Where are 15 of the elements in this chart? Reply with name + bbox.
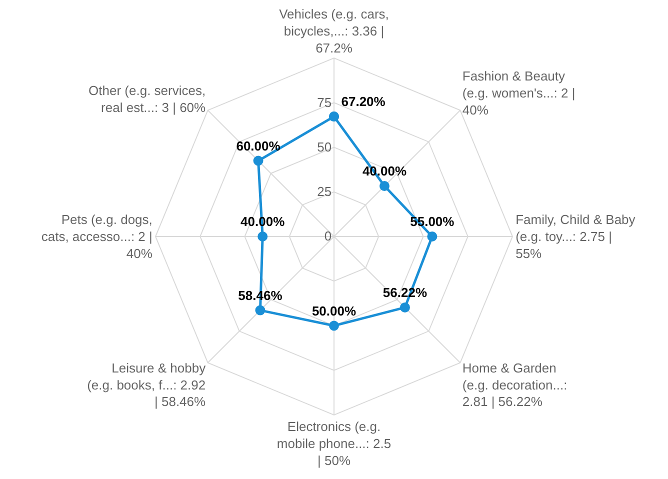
- spoke-label: Pets (e.g. dogs, cats, accesso...: 2 | 40%: [41, 212, 153, 261]
- spoke-label: Fashion & Beauty (e.g. women's...: 2 | 40%: [462, 68, 576, 118]
- y-tick-label: 25: [317, 184, 332, 200]
- y-tick-label: 50: [317, 139, 332, 154]
- data-label: 60.00%: [236, 138, 281, 154]
- data-label: 67.20%: [341, 94, 386, 110]
- y-tick-label: 75: [317, 94, 332, 110]
- spoke-label: Family, Child & Baby (e.g. toy...: 2.75 | 55%: [516, 212, 636, 261]
- y-tick-label: 0: [324, 228, 332, 244]
- spoke-label: Other (e.g. services, real est...: 3 | 60%: [88, 83, 206, 115]
- spoke-label: Electronics (e.g. mobile phone...: 2.5 | 50%: [276, 419, 392, 468]
- spoke-label: Home & Garden (e.g. decoration...: 2.81 | 56.22%: [462, 360, 568, 410]
- spoke-label: Vehicles (e.g. cars, bicycles,...: 3.36 | 67.2%: [279, 6, 389, 56]
- data-label: 50.00%: [312, 303, 356, 318]
- spoke-label: Leisure & hobby (e.g. books, f...: 2.92 | 58.46%: [87, 360, 206, 410]
